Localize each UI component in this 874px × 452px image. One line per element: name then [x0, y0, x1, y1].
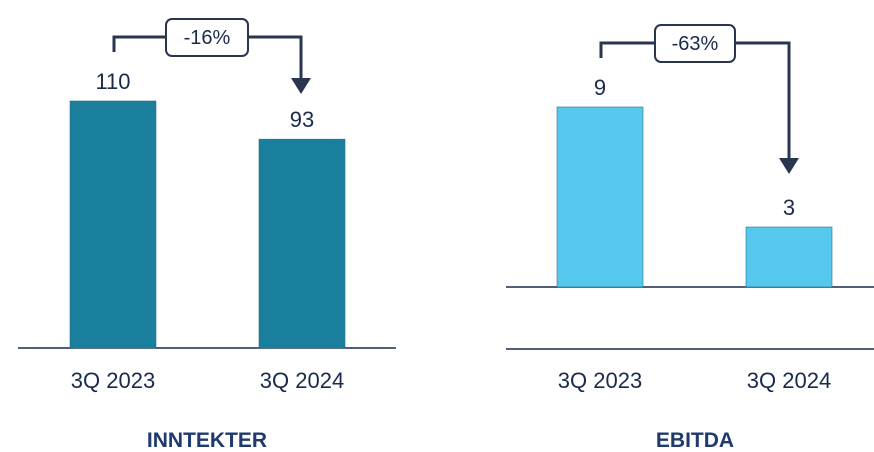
ebitda-change-box — [654, 24, 736, 63]
revenue-category-label-1: 3Q 2023 — [71, 368, 155, 393]
revenue-chart-title: INNTEKTER — [147, 429, 267, 452]
revenue-value-label-2: 93 — [290, 107, 314, 132]
revenue-change-box — [165, 18, 249, 57]
revenue-value-label-1: 110 — [95, 69, 130, 94]
revenue-bar-1 — [69, 100, 157, 349]
ebitda-change-label: -63% — [672, 33, 719, 55]
revenue-change-bracket — [112, 35, 303, 80]
ebitda-arrow-head — [779, 158, 799, 174]
revenue-bar-2 — [258, 138, 346, 349]
ebitda-chart-title: EBITDA — [656, 429, 734, 452]
ebitda-category-label-1: 3Q 2023 — [558, 368, 642, 393]
ebitda-value-label-1: 9 — [594, 75, 606, 100]
revenue-change-label: -16% — [184, 27, 231, 49]
ebitda-change-bracket — [599, 41, 791, 160]
ebitda-bar-2 — [745, 226, 833, 288]
revenue-chart: 110 3Q 2023 93 3Q 2024 -16% INNTEKTER — [18, 18, 396, 452]
ebitda-category-label-2: 3Q 2024 — [747, 368, 831, 393]
revenue-arrow-head — [291, 78, 311, 94]
ebitda-chart: 9 3Q 2023 3 3Q 2024 -63% EBITDA — [506, 24, 874, 452]
ebitda-bar-1 — [556, 106, 644, 288]
ebitda-value-label-2: 3 — [783, 195, 795, 220]
revenue-category-label-2: 3Q 2024 — [260, 368, 344, 393]
